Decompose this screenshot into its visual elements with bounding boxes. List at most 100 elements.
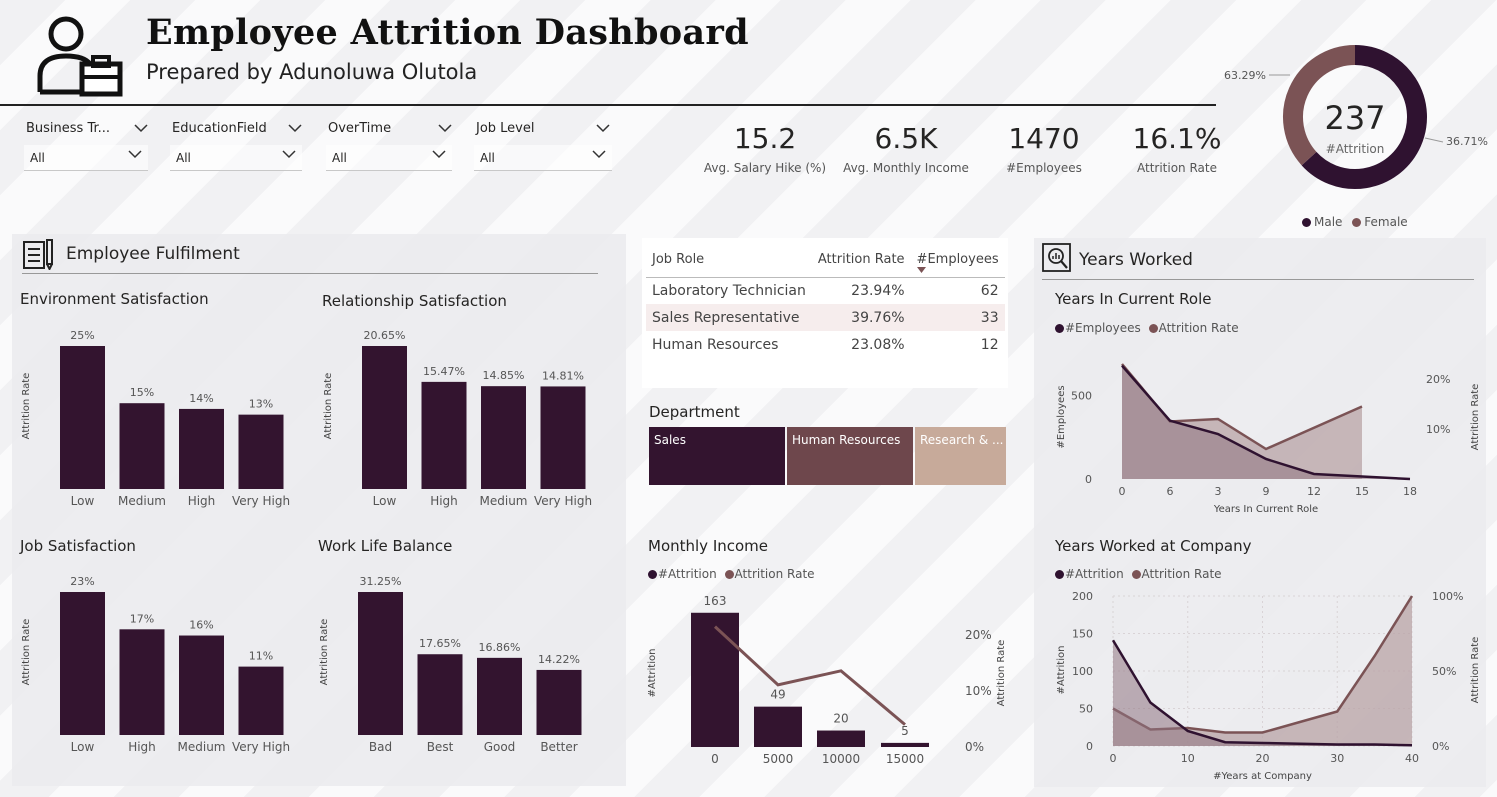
filter-dropdown[interactable]: All	[170, 145, 302, 171]
chart-title-environment: Environment Satisfaction	[20, 290, 209, 308]
x-tick-label: 15000	[886, 752, 924, 766]
data-label: 14.81%	[542, 369, 584, 382]
years-worked-at-company-chart[interactable]: #Attrition Attrition Rate 0 10 20 30 40 200 150 1…	[1050, 585, 1486, 785]
chevron-down-icon[interactable]	[288, 123, 302, 133]
bar[interactable]	[477, 657, 522, 735]
department-label: Research & ...	[920, 433, 1004, 447]
legend-label: #Employees	[1065, 321, 1141, 335]
chevron-down-icon[interactable]	[134, 123, 148, 133]
filter-dropdown[interactable]: All	[474, 145, 612, 171]
table-row[interactable]: Human Resources 23.08% 12	[646, 331, 1005, 358]
legend-item[interactable]: #Attrition	[648, 567, 717, 581]
table-cell-employees: 33	[980, 309, 999, 326]
y2-tick-label: 10%	[1426, 423, 1450, 436]
environment-satisfaction-chart[interactable]: Attrition Rate 25% Low 15% Medium 14% High 13% V…	[14, 318, 304, 518]
filter-business-travel[interactable]: Business Tr... All	[24, 121, 148, 173]
bar[interactable]	[540, 386, 586, 489]
chevron-down-icon[interactable]	[596, 123, 610, 133]
bar[interactable]	[60, 346, 105, 489]
x-tick-label: 10000	[822, 752, 860, 766]
kpi-value: 1470	[1008, 122, 1080, 155]
bar[interactable]	[417, 654, 463, 735]
y-axis-label: #Attrition	[647, 649, 658, 698]
filter-job-level[interactable]: Job Level All	[474, 121, 612, 173]
filter-dropdown[interactable]: All	[24, 145, 148, 171]
legend-item[interactable]: Attrition Rate	[1148, 321, 1239, 335]
y2-tick-label: 100%	[1432, 590, 1463, 603]
column-header-job-role[interactable]: Job Role	[652, 252, 705, 268]
chart-title-monthly-income: Monthly Income	[648, 537, 769, 555]
bar[interactable]	[481, 386, 526, 489]
bar[interactable]	[238, 414, 284, 489]
x-tick-label: Low	[373, 494, 397, 508]
legend-item[interactable]: #Employees	[1055, 321, 1141, 335]
bar[interactable]	[754, 706, 802, 747]
bar[interactable]	[238, 666, 284, 735]
table-cell-role: Sales Representative	[652, 309, 800, 326]
department-research[interactable]: Research & ...	[915, 427, 1006, 485]
bar[interactable]	[691, 612, 739, 747]
page-title: Employee Attrition Dashboard	[146, 12, 749, 53]
legend-item[interactable]: #Attrition	[1055, 567, 1124, 581]
y-tick-label: 500	[1071, 390, 1092, 403]
table-cell-rate: 23.08%	[851, 336, 905, 353]
department-human-resources[interactable]: Human Resources	[787, 427, 913, 485]
bar[interactable]	[362, 346, 407, 489]
chevron-down-icon[interactable]	[438, 123, 452, 133]
kpi-caption: Avg. Monthly Income	[843, 161, 969, 175]
data-label: 5	[901, 724, 909, 738]
legend-label: Male	[1314, 215, 1343, 229]
legend-item[interactable]: Attrition Rate	[724, 567, 815, 581]
bar[interactable]	[421, 381, 467, 489]
table-row[interactable]: Laboratory Technician 23.94% 62	[646, 277, 1005, 304]
bar[interactable]	[119, 629, 165, 735]
x-axis-label: Years In Current Role	[1213, 504, 1318, 515]
data-label: 163	[704, 594, 727, 608]
bar[interactable]	[536, 669, 582, 735]
bar[interactable]	[881, 742, 929, 747]
job-satisfaction-chart[interactable]: Attrition Rate 23% Low 17% High 16% Medium 11% V…	[14, 564, 304, 764]
filter-label: Business Tr...	[26, 121, 111, 136]
legend-item[interactable]: Attrition Rate	[1131, 567, 1222, 581]
donut-center-label: #Attrition	[1326, 142, 1385, 156]
employees-area	[1122, 365, 1410, 479]
donut-slice-male[interactable]	[1301, 45, 1427, 189]
bar[interactable]	[179, 408, 224, 489]
x-tick-label: Very High	[232, 740, 290, 754]
column-header-attrition-rate[interactable]: Attrition Rate	[817, 252, 905, 268]
kpi-value: 6.5K	[874, 122, 938, 155]
notes-icon	[22, 238, 56, 274]
kpi-monthly-income: 6.5K Avg. Monthly Income	[838, 122, 974, 175]
donut-slice-female[interactable]	[1283, 45, 1356, 166]
filter-overtime[interactable]: OverTime All	[326, 121, 452, 173]
data-label: 31.25%	[360, 575, 402, 588]
data-label: 25%	[70, 329, 94, 342]
bar[interactable]	[358, 592, 403, 735]
attrition-line	[1111, 639, 1413, 747]
table-row[interactable]: Sales Representative 39.76% 33	[646, 304, 1005, 331]
x-tick-label: Very High	[534, 494, 592, 508]
relationship-satisfaction-chart[interactable]: Attrition Rate 20.65% Low 15.47% High 14.85% M…	[316, 318, 606, 518]
years-in-current-role-chart[interactable]: #Employees Attrition Rate 0 6 3 9 12 15 18 500 0 20…	[1050, 342, 1486, 522]
legend-label: Attrition Rate	[734, 567, 815, 581]
bar[interactable]	[817, 730, 865, 747]
department-sales[interactable]: Sales	[649, 427, 785, 485]
job-role-table-panel	[642, 238, 1008, 388]
filter-education-field[interactable]: EducationField All	[170, 121, 302, 173]
kpi-attrition-rate: 16.1% Attrition Rate	[1118, 122, 1236, 175]
monthly-income-chart[interactable]: #Attrition Attrition Rate 163 0 49 5000 20 1000…	[640, 590, 1020, 780]
column-header-employees[interactable]: #Employees	[911, 243, 1005, 277]
filter-dropdown[interactable]: All	[326, 145, 452, 171]
data-label: 13%	[249, 398, 273, 411]
department-title: Department	[649, 403, 740, 421]
legend-item-female[interactable]: Female	[1352, 215, 1408, 229]
department-treemap[interactable]: Sales Human Resources Research & ...	[649, 427, 1006, 485]
bar[interactable]	[119, 403, 165, 489]
x-tick-label: 30	[1330, 752, 1344, 765]
bar[interactable]	[179, 635, 224, 735]
work-life-balance-chart[interactable]: Attrition Rate 31.25% Bad 17.65% Best 16.86% G…	[312, 564, 608, 764]
legend-item-male[interactable]: Male	[1302, 215, 1342, 229]
attrition-gender-donut[interactable]: 237 #Attrition 63.29% 36.71%	[1218, 30, 1497, 230]
bar[interactable]	[60, 592, 105, 735]
chart-title-years-role: Years In Current Role	[1055, 290, 1212, 308]
